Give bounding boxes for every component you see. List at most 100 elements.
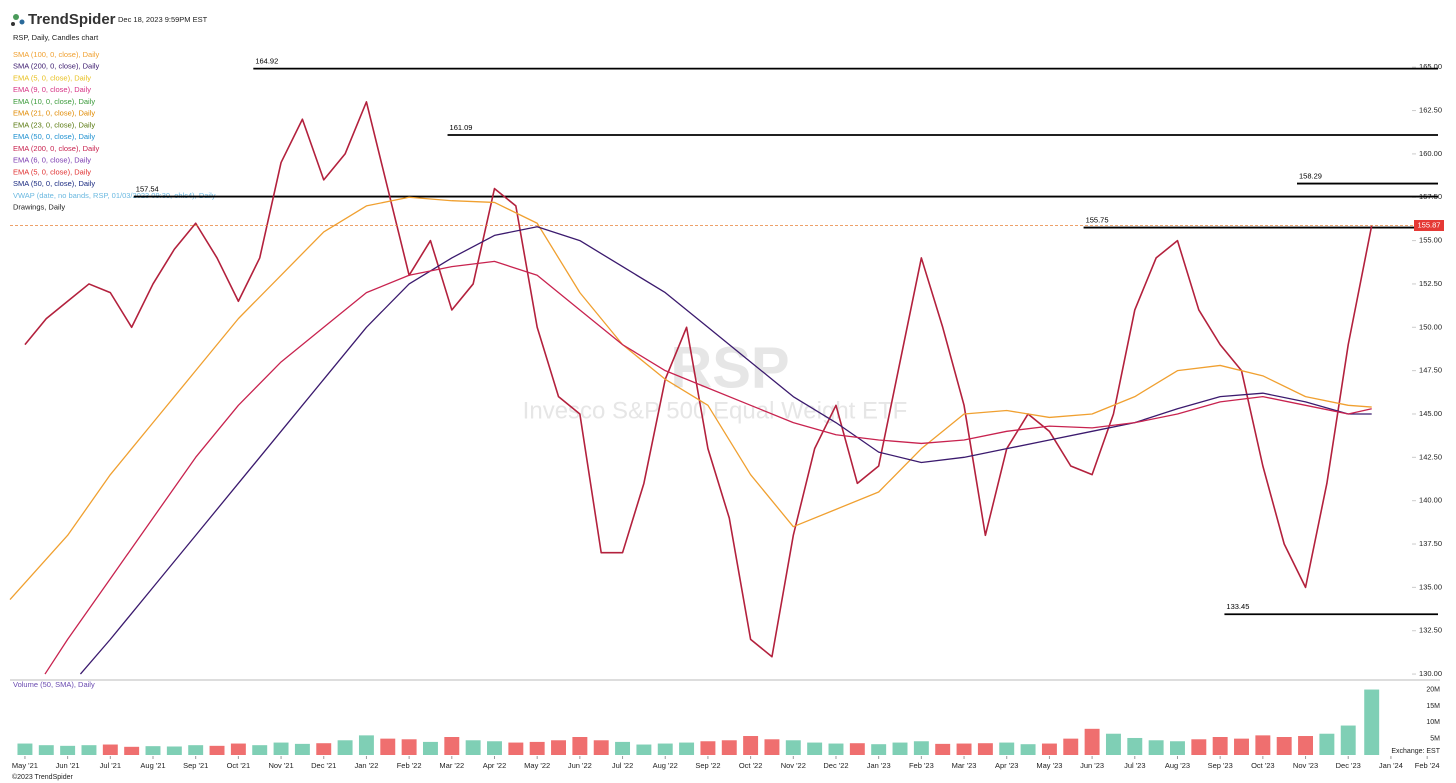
- volume-bar: [1127, 737, 1143, 755]
- volume-bar: [764, 739, 780, 755]
- volume-bar: [849, 743, 865, 755]
- volume-bar: [700, 741, 716, 755]
- y-tick-label: 132.50: [1419, 626, 1442, 635]
- volume-bar: [1105, 733, 1121, 755]
- exchange: Exchange: EST: [1391, 748, 1440, 755]
- volume-bar: [124, 746, 140, 755]
- volume-bar: [273, 742, 289, 755]
- volume-bar: [444, 737, 460, 755]
- watermark-sub: Invesco S&P 500 Equal Weight ETF: [523, 397, 908, 424]
- x-tick-label: Oct '22: [739, 761, 763, 770]
- volume-bar: [17, 743, 33, 755]
- volume-bar: [1084, 728, 1100, 755]
- legend-entry: EMA (21, 0, close), Daily: [13, 109, 95, 118]
- symbol-line: RSP, Daily, Candles chart: [13, 33, 99, 42]
- x-tick-label: Oct '21: [227, 761, 251, 770]
- legend-entry: EMA (50, 0, close), Daily: [13, 132, 95, 141]
- volume-bar: [1148, 740, 1164, 755]
- x-tick-label: Sep '23: [1208, 761, 1233, 770]
- volume-bar: [145, 746, 161, 755]
- brand: TrendSpider: [28, 11, 116, 28]
- volume-bar: [316, 743, 332, 755]
- volume-bar: [551, 740, 566, 755]
- y-tick-label: 130.00: [1419, 669, 1442, 678]
- volume-bar: [913, 741, 929, 755]
- legend-entry: EMA (5, 0, close), Daily: [13, 73, 91, 82]
- y-tick-label: 137.50: [1419, 539, 1442, 548]
- volume-bar: [102, 744, 118, 755]
- volume-bar: [209, 745, 225, 755]
- volume-bar: [1364, 689, 1380, 755]
- volume-bar: [657, 743, 673, 755]
- volume-bar: [252, 745, 268, 755]
- volume-bar: [1234, 738, 1249, 755]
- legend-entry: SMA (200, 0, close), Daily: [13, 62, 100, 71]
- y-tick-label: 145.00: [1419, 409, 1442, 418]
- x-tick-label: Apr '22: [483, 761, 507, 770]
- x-tick-label: Jul '21: [100, 761, 121, 770]
- x-tick-label: Mar '23: [952, 761, 977, 770]
- level-label: 157.54: [136, 185, 159, 194]
- x-tick-label: Jan '23: [867, 761, 891, 770]
- volume-bar: [977, 743, 993, 755]
- volume-bar: [529, 741, 545, 755]
- y-tick-label: 152.50: [1419, 279, 1442, 288]
- x-tick-label: May '22: [524, 761, 550, 770]
- x-tick-label: Apr '23: [995, 761, 1019, 770]
- legend-entry: SMA (100, 0, close), Daily: [13, 50, 100, 59]
- volume-bar: [743, 736, 759, 755]
- level-label: 158.29: [1299, 172, 1322, 181]
- volume-bar: [1170, 741, 1185, 755]
- volume-bar: [636, 744, 652, 755]
- current-price-badge: [1414, 220, 1444, 232]
- x-tick-label: Jun '22: [568, 761, 592, 770]
- series-line: [9, 196, 1372, 600]
- volume-bar: [60, 745, 76, 755]
- volume-bar: [1298, 736, 1314, 755]
- x-tick-label: Nov '21: [268, 761, 293, 770]
- volume-bar: [828, 743, 844, 755]
- volume-bar: [999, 742, 1015, 755]
- x-tick-label: Mar '22: [439, 761, 464, 770]
- y-tick-label: 147.50: [1419, 366, 1442, 375]
- volume-bar: [188, 745, 204, 755]
- legend-entry: SMA (50, 0, close), Daily: [13, 179, 95, 188]
- x-tick-label: Sep '21: [183, 761, 208, 770]
- x-tick-label: May '21: [12, 761, 38, 770]
- x-tick-label: Feb '23: [909, 761, 934, 770]
- x-tick-label: Feb '22: [397, 761, 422, 770]
- x-tick-label: Aug '23: [1165, 761, 1190, 770]
- volume-bar: [1063, 738, 1079, 755]
- volume-tick-label: 20M: [1426, 686, 1440, 693]
- legend-entry: VWAP (date, no bands, RSP, 01/03/2023 09…: [13, 191, 216, 200]
- volume-bar: [38, 745, 54, 755]
- x-tick-label: Jan '24: [1379, 761, 1403, 770]
- volume-bar: [1212, 737, 1228, 755]
- level-label: 161.09: [450, 123, 473, 132]
- volume-bar: [294, 743, 310, 755]
- volume-bar: [593, 740, 609, 755]
- series-line: [79, 226, 1372, 675]
- level-label: 133.45: [1226, 602, 1249, 611]
- volume-bar: [1340, 725, 1356, 755]
- x-tick-label: Jul '23: [1124, 761, 1145, 770]
- volume-bar: [1255, 735, 1271, 755]
- legend-entry: EMA (9, 0, close), Daily: [13, 85, 91, 94]
- volume-bar: [358, 735, 374, 755]
- current-price-label: 155.87: [1418, 220, 1441, 229]
- volume-tick-label: 15M: [1426, 703, 1440, 710]
- legend-entry: EMA (200, 0, close), Daily: [13, 144, 100, 153]
- legend-entry: EMA (23, 0, close), Daily: [13, 120, 95, 129]
- legend-entry: EMA (5, 0, close), Daily: [13, 167, 91, 176]
- volume-label: Volume (50, SMA), Daily: [13, 680, 95, 689]
- timestamp: Dec 18, 2023 9:59PM EST: [118, 15, 208, 24]
- y-tick-label: 135.00: [1419, 582, 1442, 591]
- volume-bar: [401, 739, 417, 755]
- volume-bar: [1191, 739, 1207, 755]
- legend-entry: EMA (6, 0, close), Daily: [13, 156, 91, 165]
- volume-bar: [337, 740, 353, 755]
- x-tick-label: Dec '22: [823, 761, 848, 770]
- x-tick-label: Oct '23: [1251, 761, 1275, 770]
- volume-bar: [487, 741, 502, 755]
